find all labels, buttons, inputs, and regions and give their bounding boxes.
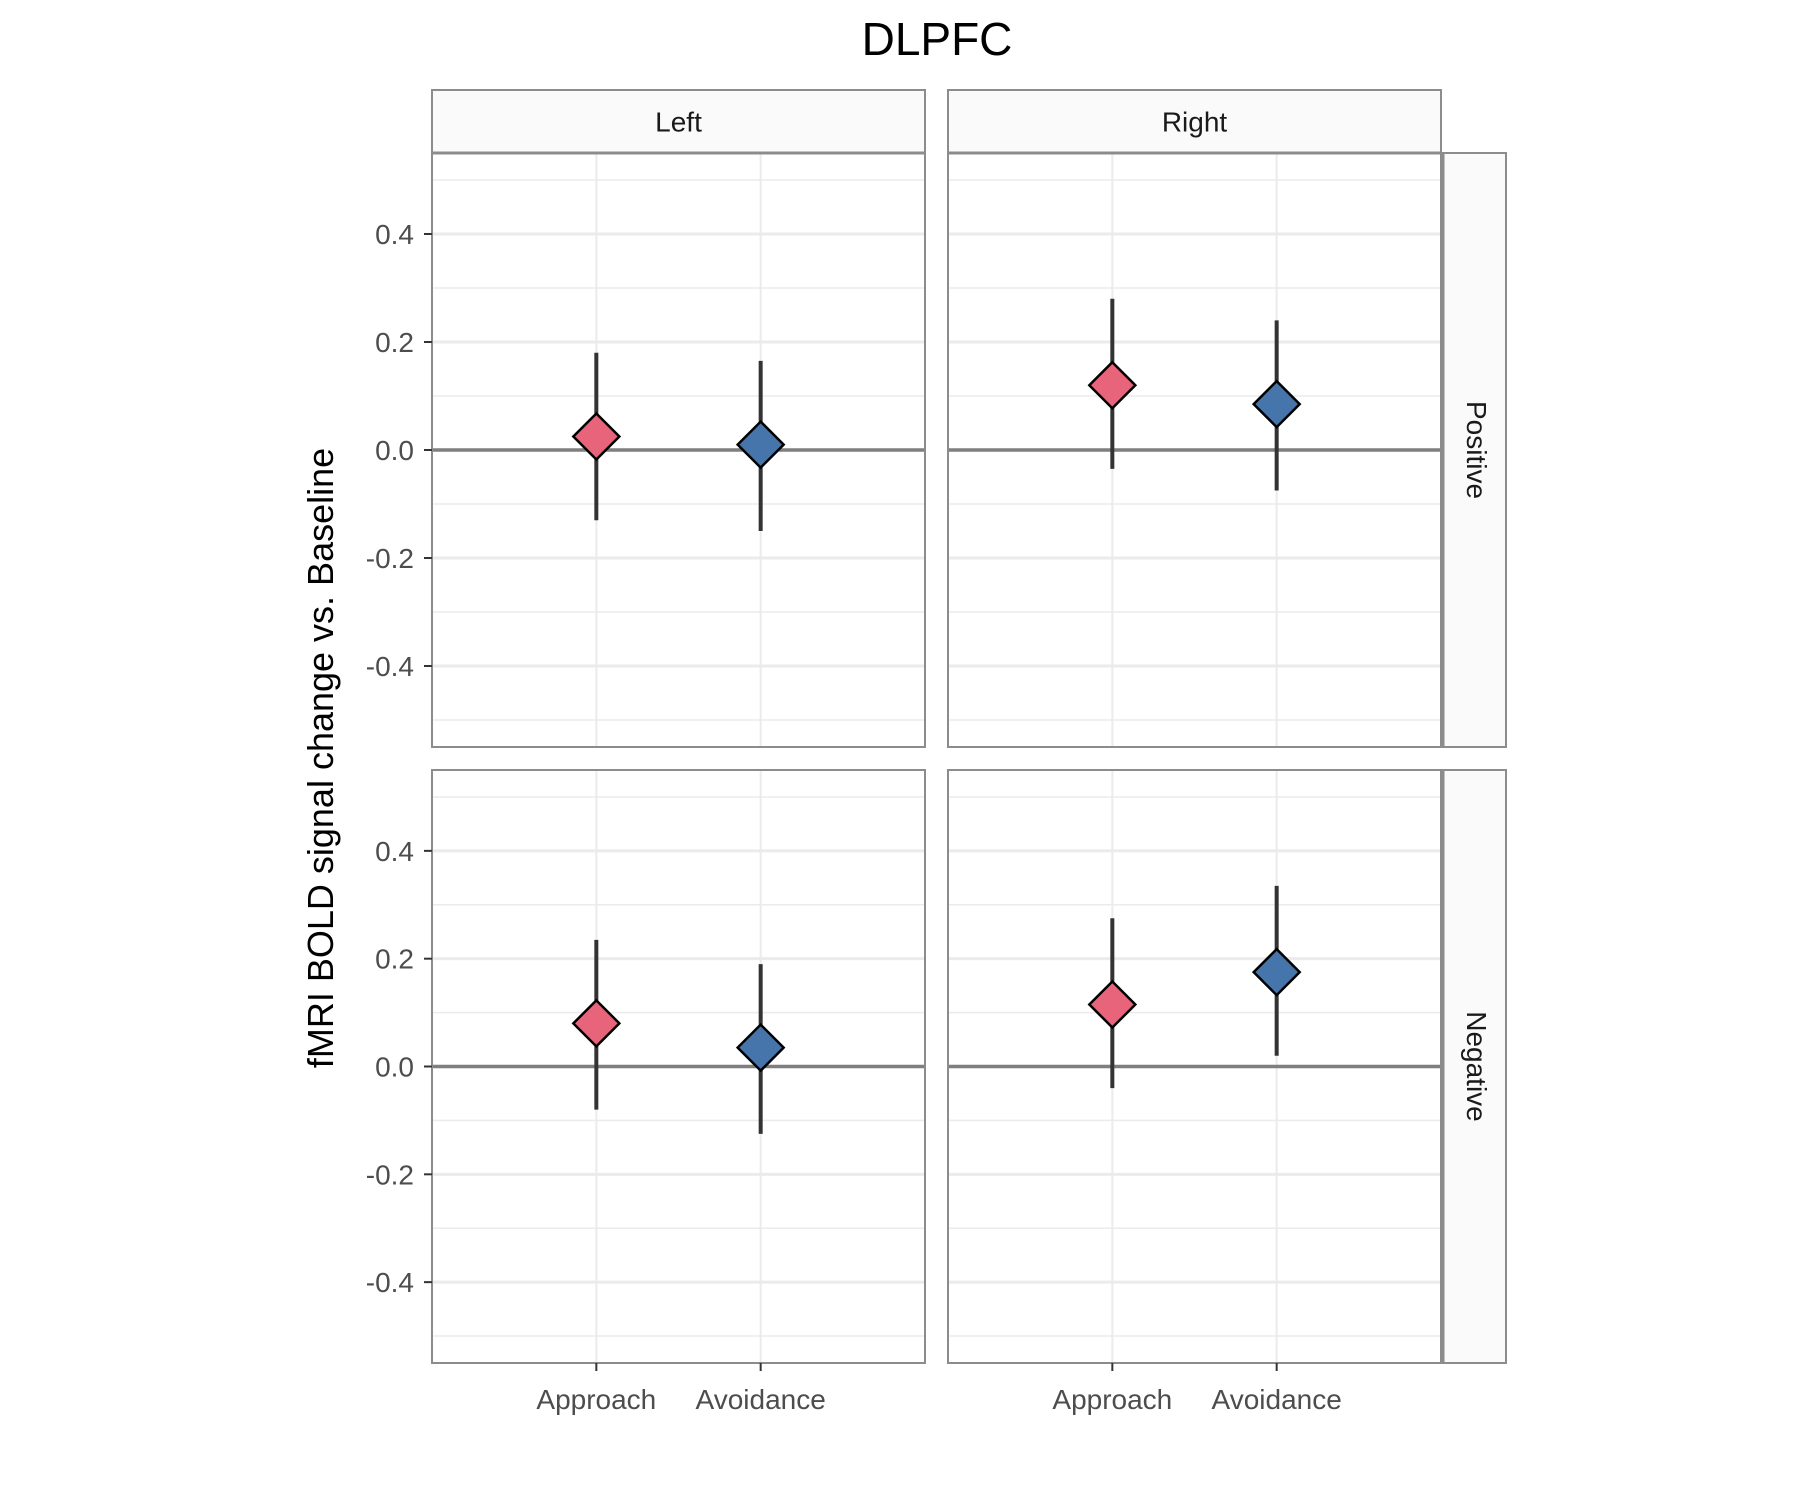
y-axis-label: fMRI BOLD signal change vs. Baseline xyxy=(300,448,341,1068)
y-tick-label: 0.4 xyxy=(375,836,414,867)
y-tick-label: -0.4 xyxy=(366,1267,414,1298)
y-tick-label: -0.4 xyxy=(366,651,414,682)
y-tick-label: 0.0 xyxy=(375,435,414,466)
plot-layer: Left Right Positive Negative 0.4 0.2 0.0 -0.2 -0… xyxy=(366,89,1507,1415)
panel-negative-left xyxy=(431,769,926,1364)
point-marker-approach xyxy=(1087,360,1138,410)
x-tick-label-avoidance: Avoidance xyxy=(1212,1384,1342,1415)
point-marker-avoidance xyxy=(1251,379,1302,429)
point-marker-avoidance xyxy=(735,419,786,470)
point-marker-approach xyxy=(571,998,622,1049)
strip-negative xyxy=(1442,769,1507,1364)
strip-label-negative: Negative xyxy=(1461,1011,1492,1122)
y-tick-label: 0.2 xyxy=(375,944,414,975)
panel-positive-right xyxy=(947,152,1442,748)
strip-left xyxy=(431,89,926,154)
y-tick-label: 0.2 xyxy=(375,327,414,358)
panel-negative-right xyxy=(947,769,1442,1364)
y-tick-label: -0.2 xyxy=(366,543,414,574)
panel-border xyxy=(947,769,1442,1364)
x-tick-label-approach: Approach xyxy=(1052,1384,1172,1415)
strip-label-left: Left xyxy=(655,107,702,138)
point-marker-avoidance xyxy=(1251,947,1302,997)
x-tick-label-approach: Approach xyxy=(536,1384,656,1415)
strip-label-right: Right xyxy=(1162,107,1228,138)
point-marker-approach xyxy=(571,411,622,462)
point-marker-approach xyxy=(1087,979,1138,1030)
x-tick-label-avoidance: Avoidance xyxy=(696,1384,826,1415)
point-marker-avoidance xyxy=(735,1022,786,1073)
y-tick-label: 0.0 xyxy=(375,1052,414,1083)
panel-positive-left xyxy=(431,152,926,748)
y-tick-label: -0.2 xyxy=(366,1159,414,1190)
strip-positive xyxy=(1442,152,1507,748)
strip-label-positive: Positive xyxy=(1461,401,1492,499)
chart-title: DLPFC xyxy=(862,13,1013,65)
strip-right xyxy=(947,89,1442,154)
y-tick-label: 0.4 xyxy=(375,219,414,250)
